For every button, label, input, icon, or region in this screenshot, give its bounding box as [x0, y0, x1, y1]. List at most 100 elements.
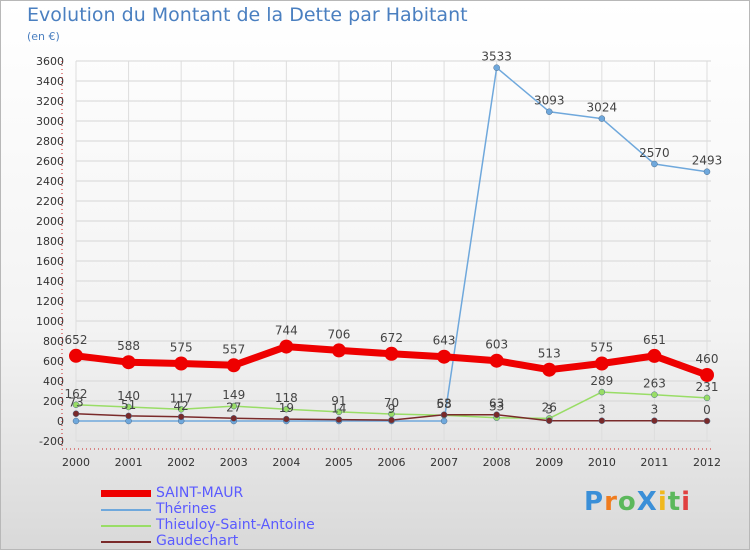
logo-letter: o [617, 487, 637, 517]
y-tick-label: 2000 [36, 215, 64, 228]
data-point [440, 417, 448, 425]
data-label: 162 [65, 387, 88, 401]
data-label: 643 [433, 334, 456, 348]
x-tick-label: 2002 [167, 456, 195, 469]
data-point [542, 362, 557, 377]
y-tick-label: 2800 [36, 135, 64, 148]
x-tick-label: 2008 [483, 456, 511, 469]
y-tick-label: 3000 [36, 115, 64, 128]
data-label: 42 [174, 399, 189, 413]
data-label: 118 [275, 391, 298, 405]
data-label: 3 [598, 403, 606, 417]
data-point [177, 413, 185, 421]
data-label: 19 [279, 401, 294, 415]
data-point [72, 417, 80, 425]
legend-swatch-gaudechart [101, 541, 151, 543]
y-tick-label: 800 [43, 335, 64, 348]
legend-label-thieuloy: Thieuloy-Saint-Antoine [156, 517, 315, 533]
data-point [440, 411, 448, 418]
x-tick-label: 2000 [62, 456, 90, 469]
data-label: 672 [380, 331, 403, 345]
y-tick-label: 2400 [36, 175, 64, 188]
data-point [703, 394, 711, 402]
data-label: 33 [489, 400, 504, 414]
data-label: 603 [485, 338, 508, 352]
data-point [651, 417, 658, 424]
data-label: 9 [388, 402, 396, 416]
y-tick-label: 2200 [36, 195, 64, 208]
legend-swatch-saint-maur [101, 490, 151, 497]
data-point [598, 417, 606, 424]
legend-swatch-therines [101, 509, 151, 511]
data-label: 70 [384, 396, 399, 410]
data-point [493, 411, 500, 418]
y-tick-label: 400 [43, 375, 64, 388]
x-tick-label: 2005 [325, 456, 353, 469]
data-label: 513 [538, 347, 561, 361]
y-tick-label: 1400 [36, 275, 64, 288]
data-label: 26 [542, 400, 557, 414]
x-tick-label: 2009 [535, 456, 563, 469]
y-tick-label: 3200 [36, 95, 64, 108]
data-label: 588 [117, 339, 140, 353]
y-tick-label: 3600 [36, 55, 64, 68]
data-label: 652 [65, 333, 88, 347]
data-point [598, 388, 606, 396]
data-label: 744 [275, 324, 298, 338]
data-point [388, 416, 395, 424]
data-label: 14 [331, 402, 346, 416]
x-tick-label: 2004 [272, 456, 300, 469]
x-tick-label: 2011 [640, 456, 668, 469]
data-label: 575 [590, 341, 613, 355]
data-label: 73 [68, 396, 83, 410]
y-tick-label: 1800 [36, 235, 64, 248]
data-label: 91 [331, 394, 346, 408]
data-point [384, 346, 399, 361]
data-point [493, 64, 500, 71]
data-point [651, 391, 658, 398]
data-point [177, 406, 185, 413]
data-point [546, 108, 553, 115]
data-point [279, 339, 294, 354]
x-tick-label: 2007 [430, 456, 458, 469]
data-label: 3533 [481, 50, 512, 64]
y-tick-label: 200 [43, 395, 64, 408]
logo-letter: t [667, 487, 682, 517]
data-label: 575 [170, 341, 193, 355]
y-tick-label: 0 [57, 415, 64, 428]
logo-letter: r [604, 487, 618, 517]
data-point [651, 160, 658, 168]
data-point [72, 410, 80, 417]
x-tick-label: 2001 [115, 456, 143, 469]
legend-label-therines: Thérines [156, 501, 217, 517]
chart-title: Evolution du Montant de la Dette par Hab… [27, 4, 468, 26]
y-tick-label: 1600 [36, 255, 64, 268]
data-label: 706 [327, 327, 350, 341]
data-point [703, 168, 711, 175]
x-tick-label: 2012 [693, 456, 721, 469]
data-point [703, 417, 711, 425]
y-tick-label: 1000 [36, 315, 64, 328]
data-label: 3093 [534, 94, 565, 108]
x-tick-label: 2006 [378, 456, 406, 469]
data-point [283, 415, 290, 423]
logo-letter: P [584, 487, 605, 517]
data-label: 2493 [692, 154, 723, 168]
data-label: 140 [117, 389, 140, 403]
data-label: 58 [436, 397, 451, 411]
data-point [700, 368, 714, 382]
y-tick-label: -200 [39, 435, 64, 448]
data-point [174, 356, 189, 371]
data-point [230, 402, 237, 410]
y-tick-label: 600 [43, 355, 64, 368]
x-tick-label: 2010 [588, 456, 616, 469]
y-tick-label: 3400 [36, 75, 64, 88]
legend-swatch-thieuloy [101, 525, 151, 527]
data-label: 289 [590, 374, 613, 388]
data-point [598, 115, 606, 122]
data-label: 460 [696, 352, 719, 366]
proxiti-logo: ProXiti [584, 487, 691, 517]
logo-letter: X [636, 487, 658, 517]
